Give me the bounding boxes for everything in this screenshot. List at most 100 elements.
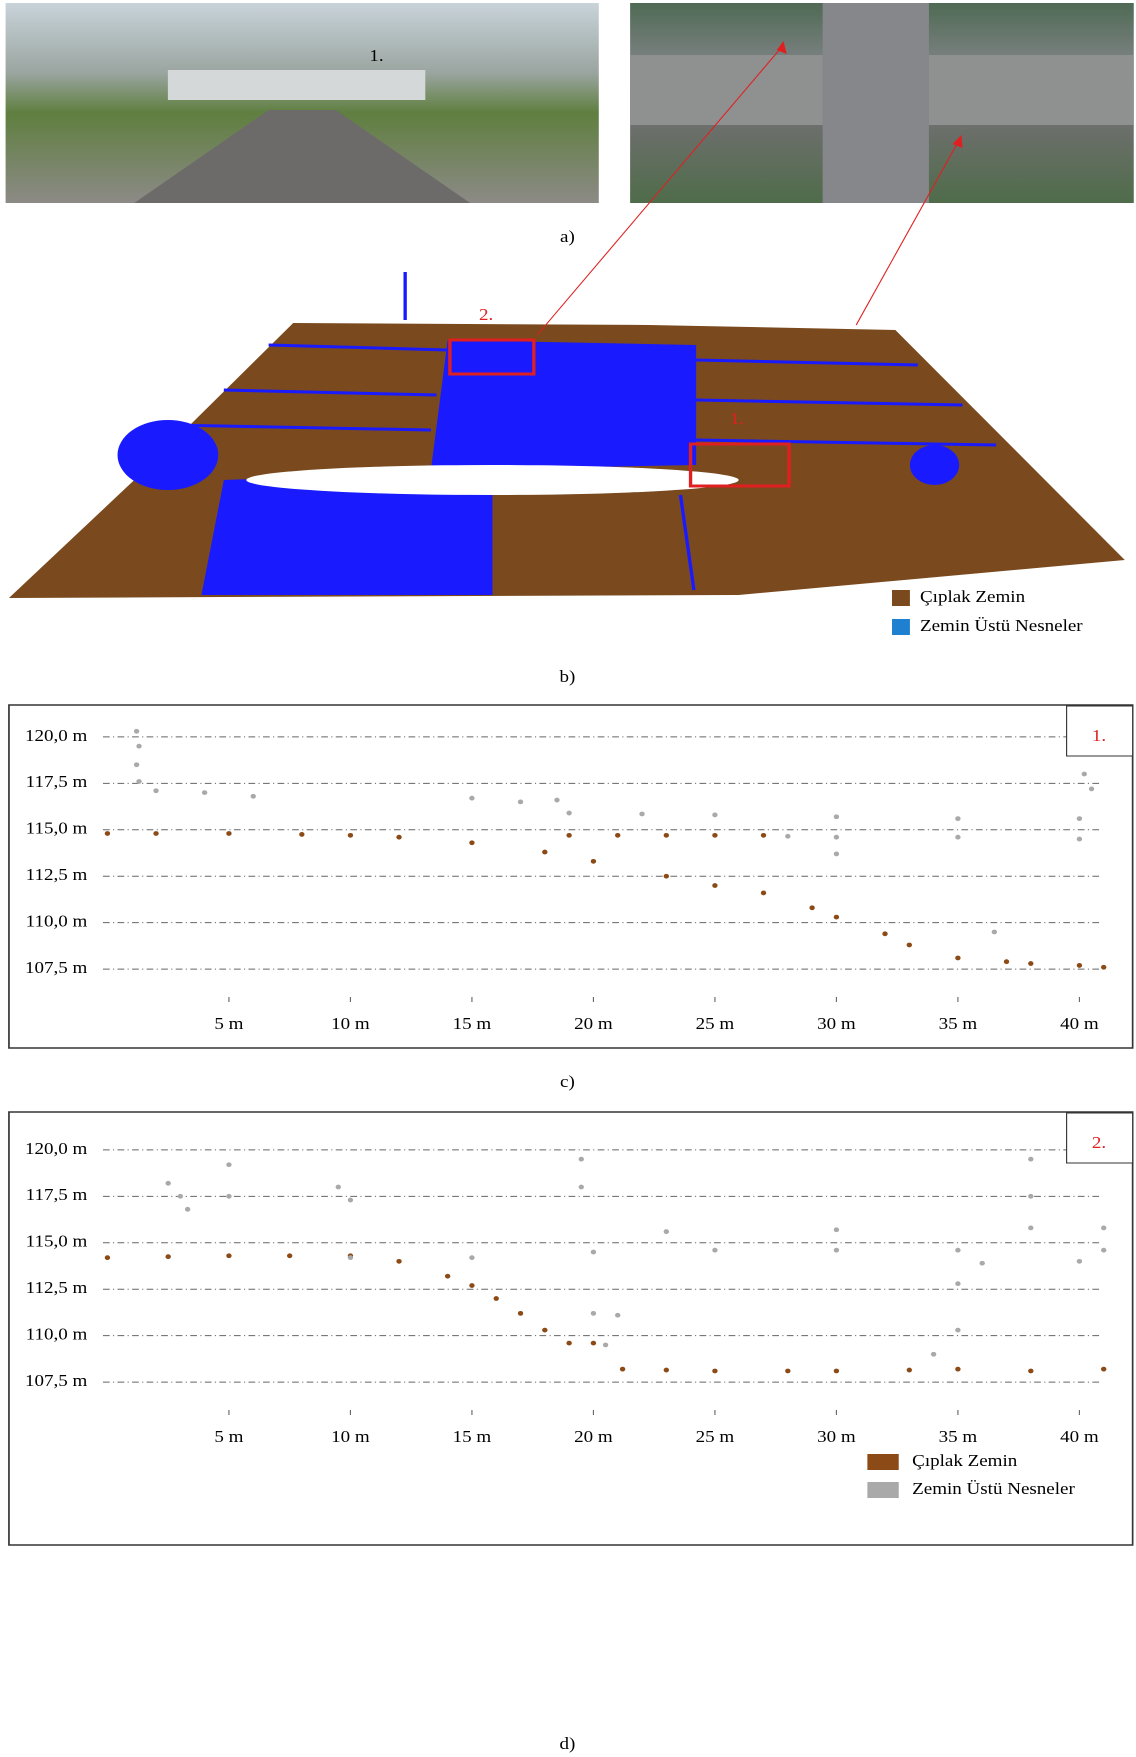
x-tick-label: 25 m xyxy=(696,1427,735,1446)
point xyxy=(542,850,547,855)
point xyxy=(542,1328,547,1333)
point xyxy=(639,812,644,817)
point xyxy=(518,1311,523,1316)
point xyxy=(469,840,474,845)
point xyxy=(1028,1226,1033,1231)
point xyxy=(134,729,139,734)
point xyxy=(396,1259,401,1264)
overpass xyxy=(168,70,425,100)
legend-swatch xyxy=(892,590,910,606)
point xyxy=(348,1255,353,1260)
point xyxy=(299,832,304,837)
point xyxy=(1101,1248,1106,1253)
caption: d) xyxy=(560,1734,576,1754)
point xyxy=(591,859,596,864)
x-tick-label: 5 m xyxy=(214,1427,243,1446)
point xyxy=(620,1367,625,1372)
point xyxy=(1028,1369,1033,1374)
point xyxy=(494,1296,499,1301)
point xyxy=(1101,1367,1106,1372)
photo-label: 1. xyxy=(369,46,383,65)
point xyxy=(1077,1259,1082,1264)
y-tick-label: 117,5 m xyxy=(26,772,88,791)
point xyxy=(1101,1226,1106,1231)
point xyxy=(664,1229,669,1234)
point xyxy=(287,1253,292,1258)
point xyxy=(136,744,141,749)
point xyxy=(348,833,353,838)
point xyxy=(579,1185,584,1190)
y-tick-label: 112,5 m xyxy=(26,1278,88,1297)
object-cloud xyxy=(118,420,219,490)
point xyxy=(955,956,960,961)
point xyxy=(153,788,158,793)
point xyxy=(1077,837,1082,842)
point xyxy=(251,794,256,799)
point xyxy=(566,811,571,816)
point xyxy=(1082,772,1087,777)
point xyxy=(166,1254,171,1259)
point xyxy=(591,1341,596,1346)
y-tick-label: 110,0 m xyxy=(26,912,88,931)
x-tick-label: 15 m xyxy=(453,1427,492,1446)
y-tick-label: 115,0 m xyxy=(26,819,88,838)
point xyxy=(105,831,110,836)
x-tick-label: 10 m xyxy=(331,1427,370,1446)
point xyxy=(518,800,523,805)
x-tick-label: 30 m xyxy=(817,1014,856,1033)
point xyxy=(136,779,141,784)
point xyxy=(931,1352,936,1357)
point xyxy=(348,1198,353,1203)
box-label: 2. xyxy=(479,305,493,324)
point xyxy=(226,1162,231,1167)
x-tick-label: 20 m xyxy=(574,1014,613,1033)
point xyxy=(761,833,766,838)
point xyxy=(445,1274,450,1279)
legend-label: Zemin Üstü Nesneler xyxy=(920,616,1083,635)
point xyxy=(105,1255,110,1260)
point xyxy=(955,816,960,821)
point xyxy=(202,790,207,795)
legend-swatch xyxy=(892,619,910,635)
point xyxy=(153,831,158,836)
legend-swatch xyxy=(867,1454,898,1470)
point xyxy=(469,796,474,801)
point xyxy=(1004,959,1009,964)
point xyxy=(834,1369,839,1374)
y-tick-label: 120,0 m xyxy=(25,1139,87,1158)
caption: c) xyxy=(560,1072,575,1092)
point xyxy=(834,1248,839,1253)
y-tick-label: 117,5 m xyxy=(26,1185,88,1204)
y-tick-label: 107,5 m xyxy=(25,958,87,977)
point xyxy=(907,943,912,948)
point xyxy=(834,852,839,857)
point xyxy=(554,798,559,803)
x-tick-label: 30 m xyxy=(817,1427,856,1446)
point xyxy=(834,915,839,920)
point xyxy=(591,1311,596,1316)
point xyxy=(664,1368,669,1373)
x-tick-label: 20 m xyxy=(574,1427,613,1446)
point xyxy=(834,835,839,840)
point xyxy=(955,835,960,840)
point xyxy=(396,835,401,840)
legend-label: Çıplak Zemin xyxy=(912,1451,1017,1470)
point xyxy=(615,833,620,838)
corner-label: 2. xyxy=(1092,1133,1106,1152)
point xyxy=(712,1369,717,1374)
point xyxy=(226,1194,231,1199)
point xyxy=(1101,965,1106,970)
legend-label: Çıplak Zemin xyxy=(920,587,1025,606)
point xyxy=(712,833,717,838)
caption: a) xyxy=(560,227,575,247)
point xyxy=(1028,1194,1033,1199)
point xyxy=(185,1207,190,1212)
point xyxy=(955,1328,960,1333)
legend-label: Zemin Üstü Nesneler xyxy=(912,1479,1075,1498)
point xyxy=(566,1341,571,1346)
point xyxy=(1077,816,1082,821)
point xyxy=(955,1281,960,1286)
point xyxy=(761,891,766,896)
point xyxy=(1089,786,1094,791)
point xyxy=(834,1227,839,1232)
